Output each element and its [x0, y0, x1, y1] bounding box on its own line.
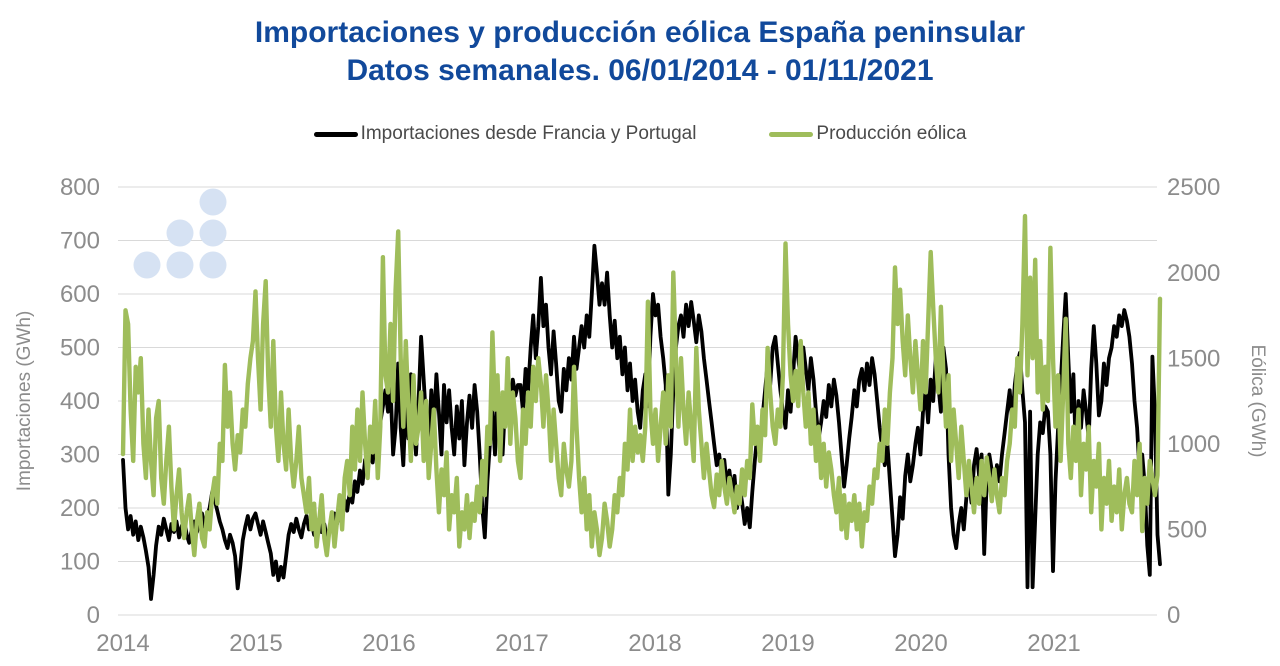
chart-title-line2: Datos semanales. 06/01/2014 - 01/11/2021	[346, 54, 934, 87]
x-axis-tick-label: 2015	[229, 630, 282, 657]
logo-dot	[166, 251, 194, 279]
x-axis-tick-label: 2017	[495, 630, 548, 657]
x-axis-tick-label: 2016	[362, 630, 415, 657]
left-axis-tick-label: 200	[60, 495, 100, 522]
logo-dot	[166, 219, 194, 247]
legend-label-eolica: Producción eólica	[816, 123, 967, 144]
x-axis-tick-label: 2020	[894, 630, 947, 657]
logo-dot	[199, 219, 227, 247]
right-axis-title: Eólica (GWh)	[1247, 345, 1268, 458]
imports-line-swatch-icon	[313, 131, 358, 137]
legend-item-importaciones: Importaciones desde Francia y Portugal	[313, 123, 697, 145]
left-axis-tick-label: 300	[60, 442, 100, 469]
right-axis-tick-label: 2000	[1167, 260, 1220, 287]
x-axis-tick-label: 2014	[96, 630, 149, 657]
right-axis-tick-label: 0	[1167, 602, 1180, 629]
left-axis-title: Importaciones (GWh)	[14, 311, 35, 492]
right-axis-tick-label: 1500	[1167, 345, 1220, 372]
chart-title: Importaciones y producción eólica España…	[0, 14, 1280, 90]
left-axis-tick-label: 500	[60, 335, 100, 362]
left-axis-tick-label: 400	[60, 388, 100, 415]
left-axis-tick-label: 100	[60, 549, 100, 576]
legend: Importaciones desde Francia y Portugal P…	[0, 123, 1280, 145]
wind-line-swatch-icon	[769, 131, 814, 137]
left-axis-tick-label: 800	[60, 174, 100, 201]
legend-item-eolica: Producción eólica	[769, 123, 966, 145]
logo-dot	[133, 251, 161, 279]
x-axis-tick-label: 2019	[761, 630, 814, 657]
right-axis-tick-label: 2500	[1167, 174, 1220, 201]
legend-label-importaciones: Importaciones desde Francia y Portugal	[360, 123, 697, 144]
chart-title-line1: Importaciones y producción eólica España…	[254, 16, 1026, 49]
left-axis-tick-label: 700	[60, 228, 100, 255]
logo-dot	[199, 251, 227, 279]
logo-dot	[199, 188, 227, 216]
left-axis-tick-label: 0	[87, 602, 100, 629]
right-axis-tick-label: 1000	[1167, 431, 1220, 458]
right-axis-tick-label: 500	[1167, 517, 1207, 544]
x-axis-tick-label: 2018	[628, 630, 681, 657]
x-axis-tick-label: 2021	[1027, 630, 1080, 657]
series-line-eolica	[120, 213, 1163, 558]
left-axis-tick-label: 600	[60, 281, 100, 308]
